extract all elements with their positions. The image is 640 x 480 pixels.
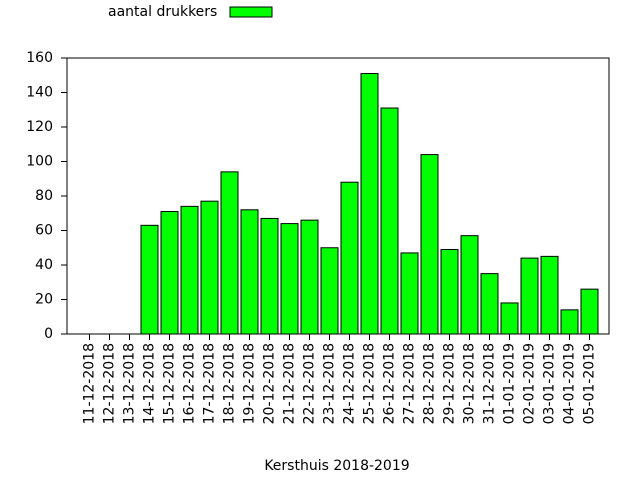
bar bbox=[500, 302, 519, 335]
bar bbox=[440, 248, 459, 335]
y-tick-label: 160 bbox=[26, 50, 53, 66]
x-tick-label: 01-01-2019 bbox=[502, 343, 518, 424]
bar bbox=[260, 217, 279, 335]
x-tick-label: 28-12-2018 bbox=[422, 343, 438, 424]
x-tick-label: 31-12-2018 bbox=[482, 343, 498, 424]
x-tick-label: 12-12-2018 bbox=[102, 343, 118, 424]
x-tick-label: 15-12-2018 bbox=[162, 343, 178, 424]
y-tick-label: 60 bbox=[35, 223, 53, 239]
y-tick-label: 40 bbox=[35, 257, 53, 273]
bar bbox=[520, 257, 539, 335]
bar bbox=[560, 309, 579, 335]
y-tick-label: 120 bbox=[26, 119, 53, 135]
legend-label: aantal drukkers bbox=[108, 4, 217, 20]
legend-swatch bbox=[229, 6, 273, 18]
x-tick-label: 27-12-2018 bbox=[402, 343, 418, 424]
bar bbox=[300, 219, 319, 335]
x-tick-label: 13-12-2018 bbox=[122, 343, 138, 424]
x-tick-label: 25-12-2018 bbox=[362, 343, 378, 424]
x-tick-label: 24-12-2018 bbox=[342, 343, 358, 424]
bar bbox=[320, 247, 339, 335]
x-tick-label: 29-12-2018 bbox=[442, 343, 458, 424]
y-tick-label: 0 bbox=[44, 326, 53, 342]
y-tick-label: 100 bbox=[26, 154, 53, 170]
x-axis-label: Kersthuis 2018-2019 bbox=[264, 458, 409, 474]
bar bbox=[580, 288, 599, 335]
bar bbox=[220, 171, 239, 335]
x-tick-label: 03-01-2019 bbox=[542, 343, 558, 424]
bar bbox=[540, 255, 559, 335]
x-tick-label: 05-01-2019 bbox=[582, 343, 598, 424]
x-tick-label: 17-12-2018 bbox=[202, 343, 218, 424]
bar bbox=[460, 235, 479, 335]
bar bbox=[380, 107, 399, 335]
y-tick-label: 80 bbox=[35, 188, 53, 204]
x-tick-label: 11-12-2018 bbox=[82, 343, 98, 424]
x-tick-label: 22-12-2018 bbox=[302, 343, 318, 424]
x-tick-label: 02-01-2019 bbox=[522, 343, 538, 424]
x-tick-label: 19-12-2018 bbox=[242, 343, 258, 424]
x-tick-label: 18-12-2018 bbox=[222, 343, 238, 424]
y-tick-label: 20 bbox=[35, 292, 53, 308]
bar bbox=[280, 223, 299, 335]
bar bbox=[400, 252, 419, 335]
x-tick-label: 04-01-2019 bbox=[562, 343, 578, 424]
x-tick-label: 30-12-2018 bbox=[462, 343, 478, 424]
bar bbox=[140, 224, 159, 335]
bar bbox=[180, 205, 199, 335]
x-tick-label: 20-12-2018 bbox=[262, 343, 278, 424]
x-tick-label: 14-12-2018 bbox=[142, 343, 158, 424]
y-tick-label: 140 bbox=[26, 85, 53, 101]
bar bbox=[200, 200, 219, 335]
x-tick-label: 26-12-2018 bbox=[382, 343, 398, 424]
x-tick-label: 21-12-2018 bbox=[282, 343, 298, 424]
bar bbox=[420, 154, 439, 335]
bar bbox=[160, 211, 179, 335]
bar bbox=[360, 73, 379, 335]
bar bbox=[340, 181, 359, 335]
x-tick-label: 23-12-2018 bbox=[322, 343, 338, 424]
x-tick-label: 16-12-2018 bbox=[182, 343, 198, 424]
bar bbox=[480, 273, 499, 335]
bar bbox=[240, 209, 259, 335]
